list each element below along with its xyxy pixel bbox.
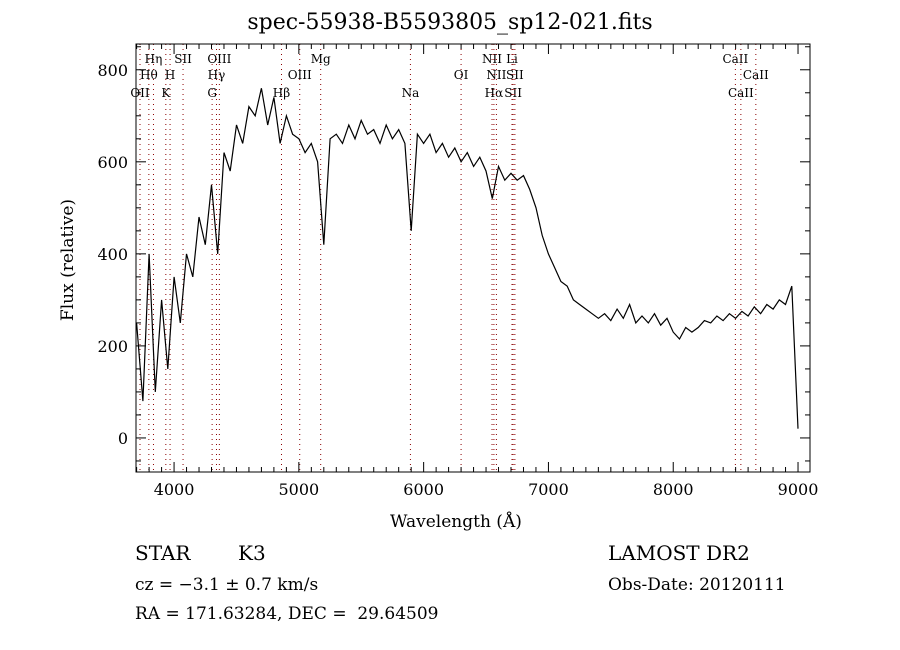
- x-tick-label: 6000: [403, 480, 444, 499]
- line-marker-label: Li: [506, 52, 518, 66]
- line-marker-label: CaII: [728, 86, 754, 100]
- y-axis-label: Flux (relative): [58, 198, 78, 322]
- line-marker-label: CaII: [722, 52, 748, 66]
- line-marker-label: Hβ: [273, 86, 290, 100]
- plot-frame: [135, 43, 811, 473]
- x-tick-label: 4000: [154, 480, 195, 499]
- obs-date: Obs-Date: 20120111: [608, 575, 786, 595]
- line-marker-label: K: [161, 86, 171, 100]
- y-tick-label: 200: [97, 337, 128, 356]
- line-marker-label: SII: [504, 86, 522, 100]
- line-marker-label: Mg: [311, 52, 331, 66]
- line-marker-label: OI: [454, 68, 469, 82]
- line-marker-label: NII: [482, 52, 502, 66]
- y-tick-label: 800: [97, 61, 128, 80]
- x-tick-label: 7000: [528, 480, 569, 499]
- object-subclass: K3: [238, 541, 266, 565]
- survey-name: LAMOST DR2: [608, 541, 750, 565]
- coordinates: RA = 171.63284, DEC = 29.64509: [135, 604, 439, 624]
- x-tick-label: 9000: [778, 480, 819, 499]
- line-marker-label: Hα: [485, 86, 504, 100]
- line-marker-label: Hθ: [140, 68, 158, 82]
- x-tick-label: 5000: [278, 480, 319, 499]
- spectrum-line: [136, 88, 799, 429]
- line-marker-label: H: [165, 68, 175, 82]
- object-class: STAR: [135, 541, 191, 565]
- y-tick-label: 600: [97, 153, 128, 172]
- y-tick-label: 0: [118, 429, 128, 448]
- redshift-cz: cz = −3.1 ± 0.7 km/s: [135, 575, 319, 595]
- line-marker-label: Hη: [145, 52, 163, 66]
- y-tick-label: 400: [97, 245, 128, 264]
- x-tick-label: 8000: [653, 480, 694, 499]
- line-marker-label: CaII: [743, 68, 769, 82]
- line-marker-label: NII: [486, 68, 506, 82]
- line-marker-label: G: [207, 86, 217, 100]
- line-marker-label: OIII: [207, 52, 231, 66]
- line-marker-label: OIII: [288, 68, 312, 82]
- line-marker-label: Na: [402, 86, 420, 100]
- line-marker-label: SII: [174, 52, 192, 66]
- x-axis-label: Wavelength (Å): [390, 512, 522, 532]
- line-marker-label: Hγ: [208, 68, 226, 82]
- line-marker-label: SII: [506, 68, 524, 82]
- chart-title: spec-55938-B5593805_sp12-021.fits: [247, 10, 653, 35]
